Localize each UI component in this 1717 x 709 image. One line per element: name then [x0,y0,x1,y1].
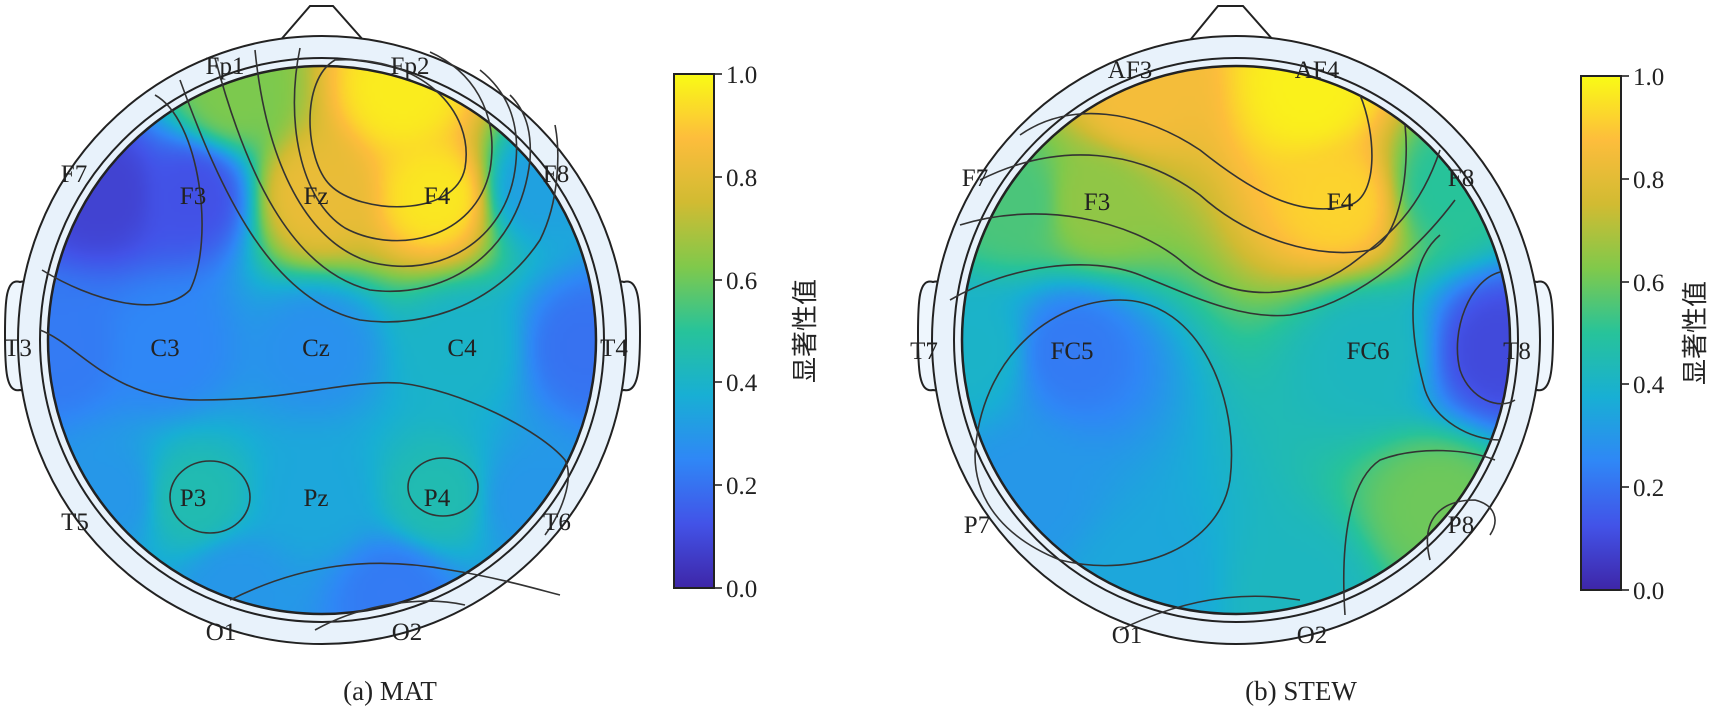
electrode-label: FC6 [1346,338,1389,365]
electrode-label: F3 [180,183,206,210]
scalp-ring [39,57,605,623]
contour-line [979,124,1408,254]
electrode-label: Cz [302,335,330,362]
contour-line [407,457,479,517]
tick-label: 0.6 [726,268,757,295]
heatmap-mat [48,66,596,614]
electrode-label: FC5 [1050,338,1093,365]
tick-label: 0.6 [1633,270,1664,297]
electrode-labels: Fp1 Fp2 F7 F3 Fz F4 F8 T3 C3 Cz C4 T4 T5… [4,53,628,646]
colorbar-label: 显著性值 [791,279,821,383]
electrode-label: P4 [424,485,451,512]
topomap-mat: Fp1 Fp2 F7 F3 Fz F4 F8 T3 C3 Cz C4 T4 T5… [3,5,642,706]
contour-line [949,199,1456,317]
colorbar-gradient [1580,75,1622,591]
electrode-label: P7 [964,512,990,539]
nose-outline [1181,5,1283,51]
contour-line [169,460,251,534]
contour-line [1426,499,1496,561]
electrode-label: F4 [1327,189,1354,216]
contour-line [974,299,1233,567]
electrode-label: O2 [392,619,423,646]
panel-caption: (a) MAT [343,676,437,706]
electrode-label: AF4 [1295,57,1340,84]
tick-label: 0.0 [1633,578,1664,605]
contour-line [41,94,203,306]
contour-line [309,58,467,208]
electrode-label: AF3 [1108,57,1152,84]
nose-outline [271,5,373,51]
colorbar-ticks [1621,75,1629,591]
contour-line [293,47,493,242]
electrode-label: P8 [1448,512,1474,539]
electrode-label: Pz [304,485,329,512]
tick-label: 0.4 [1633,372,1665,399]
electrode-label: F3 [1084,189,1110,216]
contour-line [959,149,1441,294]
electrode-label: T5 [61,509,89,536]
contour-line [39,329,569,536]
contour-line [1019,94,1373,210]
colorbar-label: 显著性值 [1681,281,1711,385]
tick-label: 0.0 [726,576,757,603]
topomap-stew: AF3 AF4 F7 F3 F4 F8 T7 FC5 FC6 T8 P7 P8 … [910,5,1555,706]
electrode-label: F8 [543,161,569,188]
electrode-label: T6 [543,509,571,536]
panel-caption: (b) STEW [1245,676,1357,706]
tick-label: 0.4 [726,370,758,397]
heatmap-border [46,64,598,616]
contour-line [1456,271,1516,405]
electrode-label: Fp2 [391,53,430,80]
electrode-label: T7 [910,338,938,365]
electrode-label: C4 [447,335,477,362]
contour-line [179,79,559,323]
electrode-label: T4 [600,335,628,362]
electrode-label: F4 [424,183,451,210]
heatmap-border [960,64,1512,616]
electrode-label: Fz [304,183,329,210]
electrode-label: F8 [1448,165,1474,192]
colorbar-gradient [673,73,715,589]
tick-label: 1.0 [1633,64,1664,91]
electrode-label: O1 [1112,622,1143,649]
electrode-label: O2 [1297,622,1328,649]
electrode-label: C3 [150,335,179,362]
contour-line [1412,234,1501,441]
electrode-labels: AF3 AF4 F7 F3 F4 F8 T7 FC5 FC6 T8 P7 P8 … [910,57,1531,649]
electrode-label: F7 [61,161,87,188]
scalp-ring [953,57,1519,623]
contour-line [214,57,532,292]
electrode-label: T3 [4,335,32,362]
electrode-label: Fp1 [206,53,245,80]
colorbar-mat: 0.0 0.2 0.4 0.6 0.8 1.0 显著性值 [673,62,821,603]
contour-line [314,600,466,631]
tick-label: 0.2 [726,473,757,500]
electrode-label: P3 [180,485,206,512]
tick-label: 0.8 [726,165,757,192]
colorbar-ticks [714,73,722,589]
electrode-label: O1 [206,619,237,646]
tick-label: 0.8 [1633,167,1664,194]
electrode-label: F7 [962,165,988,192]
contour-line [229,562,561,601]
contour-line [1342,449,1496,616]
colorbar-stew: 0.0 0.2 0.4 0.6 0.8 1.0 显著性值 [1580,64,1711,605]
contour-line [254,49,518,267]
contour-line [1119,595,1301,631]
tick-label: 0.2 [1633,475,1664,502]
contour-lines [39,47,569,631]
contour-lines [949,94,1516,631]
tick-label: 1.0 [726,62,757,89]
electrode-label: T8 [1503,338,1531,365]
